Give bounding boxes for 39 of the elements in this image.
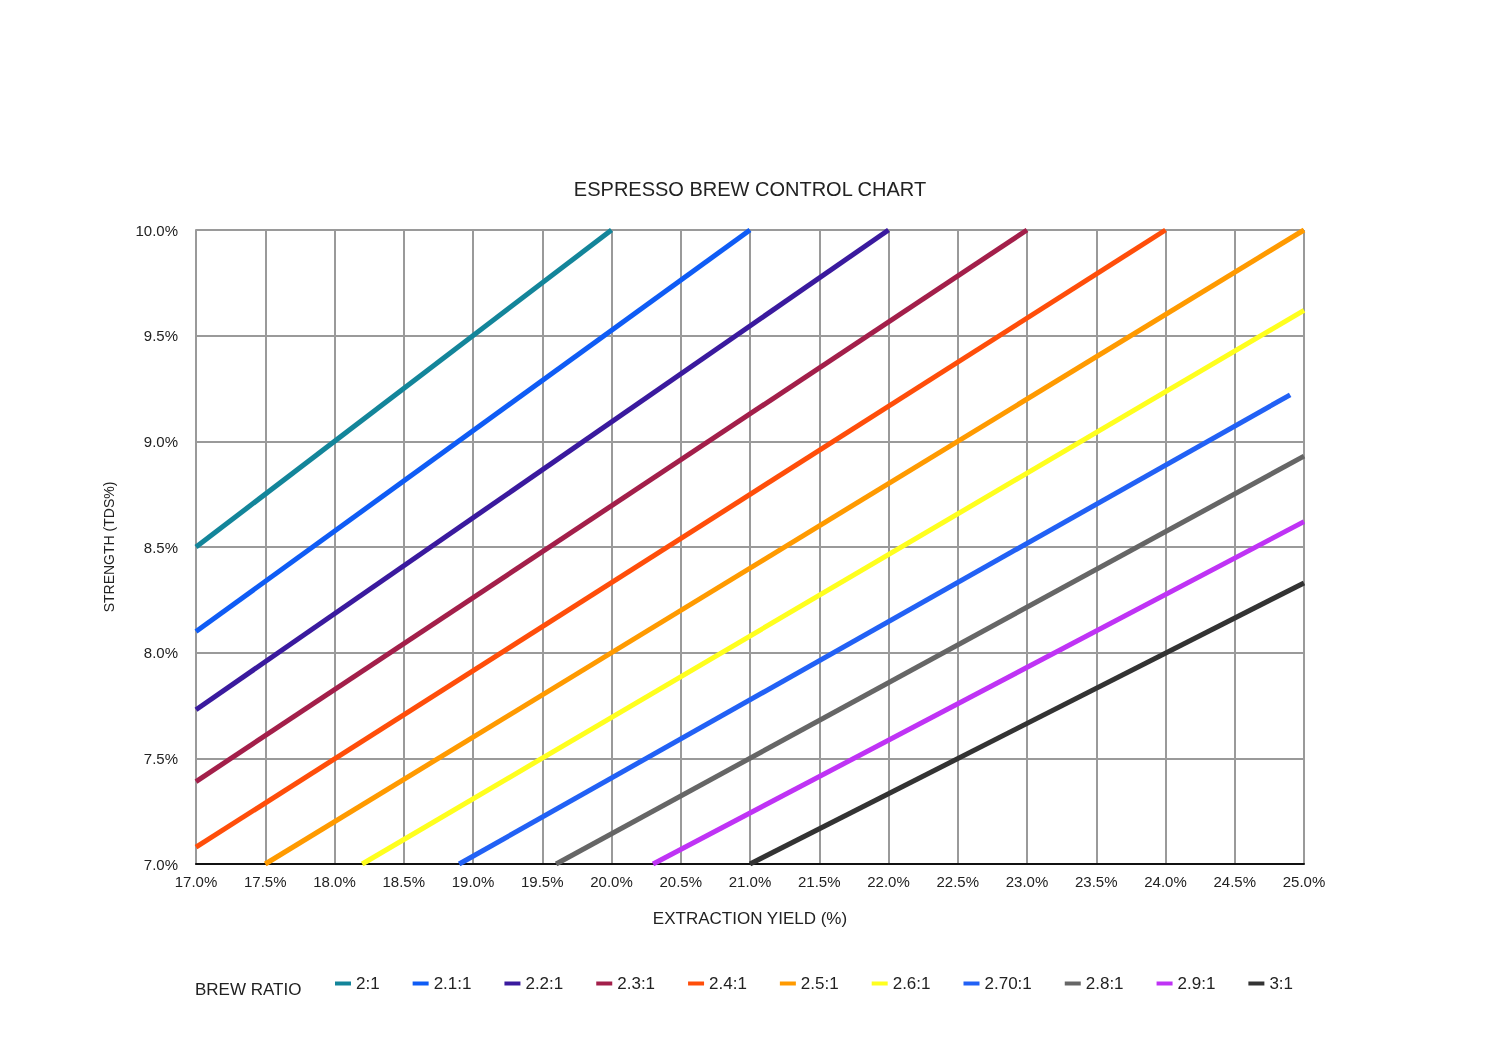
y-tick-label: 9.0%: [143, 432, 178, 450]
x-tick-label: 20.0%: [590, 873, 633, 890]
legend-label: 2.1:1: [433, 974, 472, 993]
x-tick-label: 19.0%: [451, 873, 495, 890]
x-tick-label: 18.5%: [382, 873, 426, 890]
x-tick-label: 22.5%: [936, 873, 980, 890]
legend-label: 3:1: [1269, 974, 1294, 993]
x-tick-label: 18.0%: [313, 873, 356, 890]
y-tick-label: 7.5%: [143, 749, 178, 767]
x-tick-label: 20.5%: [659, 873, 703, 890]
legend-label: 2.70:1: [984, 974, 1032, 993]
legend-label: 2.9:1: [1177, 974, 1216, 993]
legend-label: 2.8:1: [1085, 974, 1124, 993]
legend-label: 2.2:1: [525, 974, 564, 993]
y-axis-title: STRENGTH (TDS%): [101, 481, 117, 613]
x-tick-label: 21.5%: [797, 873, 841, 890]
x-tick-label: 23.0%: [1005, 873, 1049, 890]
legend-label: 2.5:1: [800, 974, 839, 993]
x-tick-label: 25.0%: [1282, 873, 1326, 890]
legend-label: 2.3:1: [617, 974, 656, 993]
x-tick-label: 17.5%: [243, 873, 287, 890]
legend-label: 2:1: [356, 974, 380, 993]
x-tick-label: 23.5%: [1074, 873, 1118, 890]
legend-label: 2.6:1: [892, 974, 931, 993]
legend-title: BREW RATIO: [195, 980, 302, 999]
y-tick-label: 10.0%: [135, 221, 178, 239]
x-tick-label: 17.0%: [174, 873, 218, 890]
x-tick-label: 24.0%: [1144, 873, 1187, 890]
x-tick-label: 19.5%: [520, 873, 564, 890]
y-tick-label: 7.0%: [143, 855, 178, 873]
y-tick-label: 8.5%: [143, 538, 178, 556]
x-tick-label: 24.5%: [1213, 873, 1257, 890]
x-tick-label: 22.0%: [867, 873, 910, 890]
x-tick-label: 21.0%: [728, 873, 772, 890]
x-axis-title: EXTRACTION YIELD (%): [652, 909, 848, 928]
y-tick-label: 8.0%: [143, 644, 178, 662]
chart-title: ESPRESSO BREW CONTROL CHART: [573, 178, 927, 200]
y-tick-label: 9.5%: [143, 327, 178, 345]
legend-label: 2.4:1: [709, 974, 747, 993]
